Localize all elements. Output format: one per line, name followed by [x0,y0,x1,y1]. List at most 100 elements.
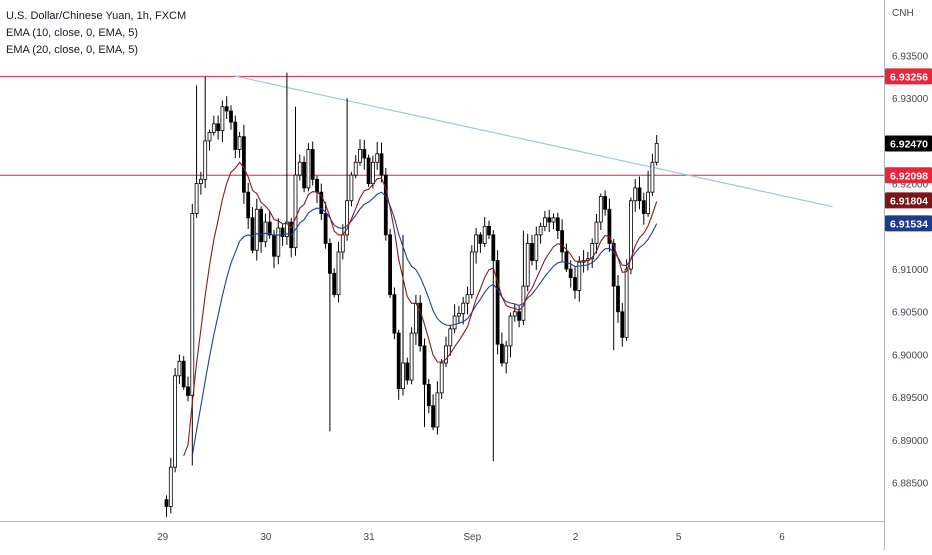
candle [560,219,564,262]
candle-body [401,362,405,390]
candle [504,340,509,374]
candle [345,98,350,241]
candle-body [233,121,238,150]
candle-body [306,149,311,189]
candle [207,129,212,151]
candle-body [405,362,410,381]
candle-body [654,143,659,163]
candle [439,359,444,399]
candle-body [439,362,444,394]
candle-body [469,251,474,296]
candle [538,222,543,244]
candle [254,198,259,261]
candle [358,139,362,166]
candle [435,381,440,435]
candle [530,235,534,266]
candle [194,85,199,218]
candle-body [383,174,388,236]
candle-body [297,161,302,176]
candle [461,296,466,325]
candle-body [276,227,281,257]
candle [224,96,229,120]
candle [469,245,474,299]
candle [293,106,298,256]
candle-body [177,360,182,377]
candle [495,250,500,355]
candle-body [323,213,328,244]
candle [629,197,633,275]
candle-body [327,243,332,274]
candle-body [461,302,466,314]
ema20-line [191,191,658,456]
candle [646,170,650,217]
time-tick-label-5: 2 [573,532,579,543]
price-label-bg-ema10 [885,192,932,209]
candle-body [487,225,491,236]
price-tick-label-8: 6.93500 [892,52,929,63]
candle [267,210,272,239]
candle [302,156,307,193]
candle [603,190,607,216]
candle [611,239,616,351]
candle-body [186,386,190,396]
candle [211,115,216,136]
time-tick-label-3: 31 [364,532,376,543]
time-tick-label-7: 6 [779,532,785,543]
candle [641,192,646,225]
candle [177,354,182,384]
candle-body [482,225,487,244]
plot-background [0,0,884,521]
price-tick-label-3: 6.90000 [892,350,929,361]
candle-body [250,217,255,251]
candle [551,213,556,230]
candle [465,286,470,315]
candle-body [641,200,646,214]
candle-body [547,217,552,223]
candle [598,193,603,231]
candle-body [370,161,375,185]
candle [577,256,582,302]
candle [448,325,453,356]
candle [349,171,354,207]
candle-body [629,200,633,270]
candle-body [525,243,530,287]
candle [216,115,221,140]
candle-body [319,191,324,214]
candle-body [650,161,655,193]
candle [383,168,388,241]
price-label-level: 6.92098 [890,170,928,182]
candle [543,210,547,232]
candle-body [302,161,307,189]
candle [190,203,195,466]
candle-body [229,110,233,123]
candle-body [633,187,638,202]
candle-body [607,208,612,244]
time-tick-label-1: 29 [157,532,169,543]
candle-body [173,375,178,468]
candle [327,238,332,432]
candle [173,367,178,473]
candle [426,379,431,414]
candle [220,100,225,143]
trendline [234,75,833,208]
candle [594,213,599,254]
candle [650,153,655,196]
candle-body [474,234,479,253]
candle-body [409,332,414,381]
candle [319,183,324,220]
price-tick-label-0: 6.88500 [892,479,929,490]
candle [310,141,315,186]
price-tick-label-2: 6.89500 [892,393,929,404]
price-label-bg-level [885,167,932,184]
candle [375,141,380,170]
candle-body [543,217,547,227]
candle-body [263,221,268,243]
ema10-line [183,161,658,457]
candle-body [190,213,195,396]
chart-title: U.S. Dollar/Chinese Yuan, 1h, FXCM [6,10,187,22]
candle-body [349,174,354,202]
candle-body [564,251,569,270]
candle-body [551,217,556,223]
